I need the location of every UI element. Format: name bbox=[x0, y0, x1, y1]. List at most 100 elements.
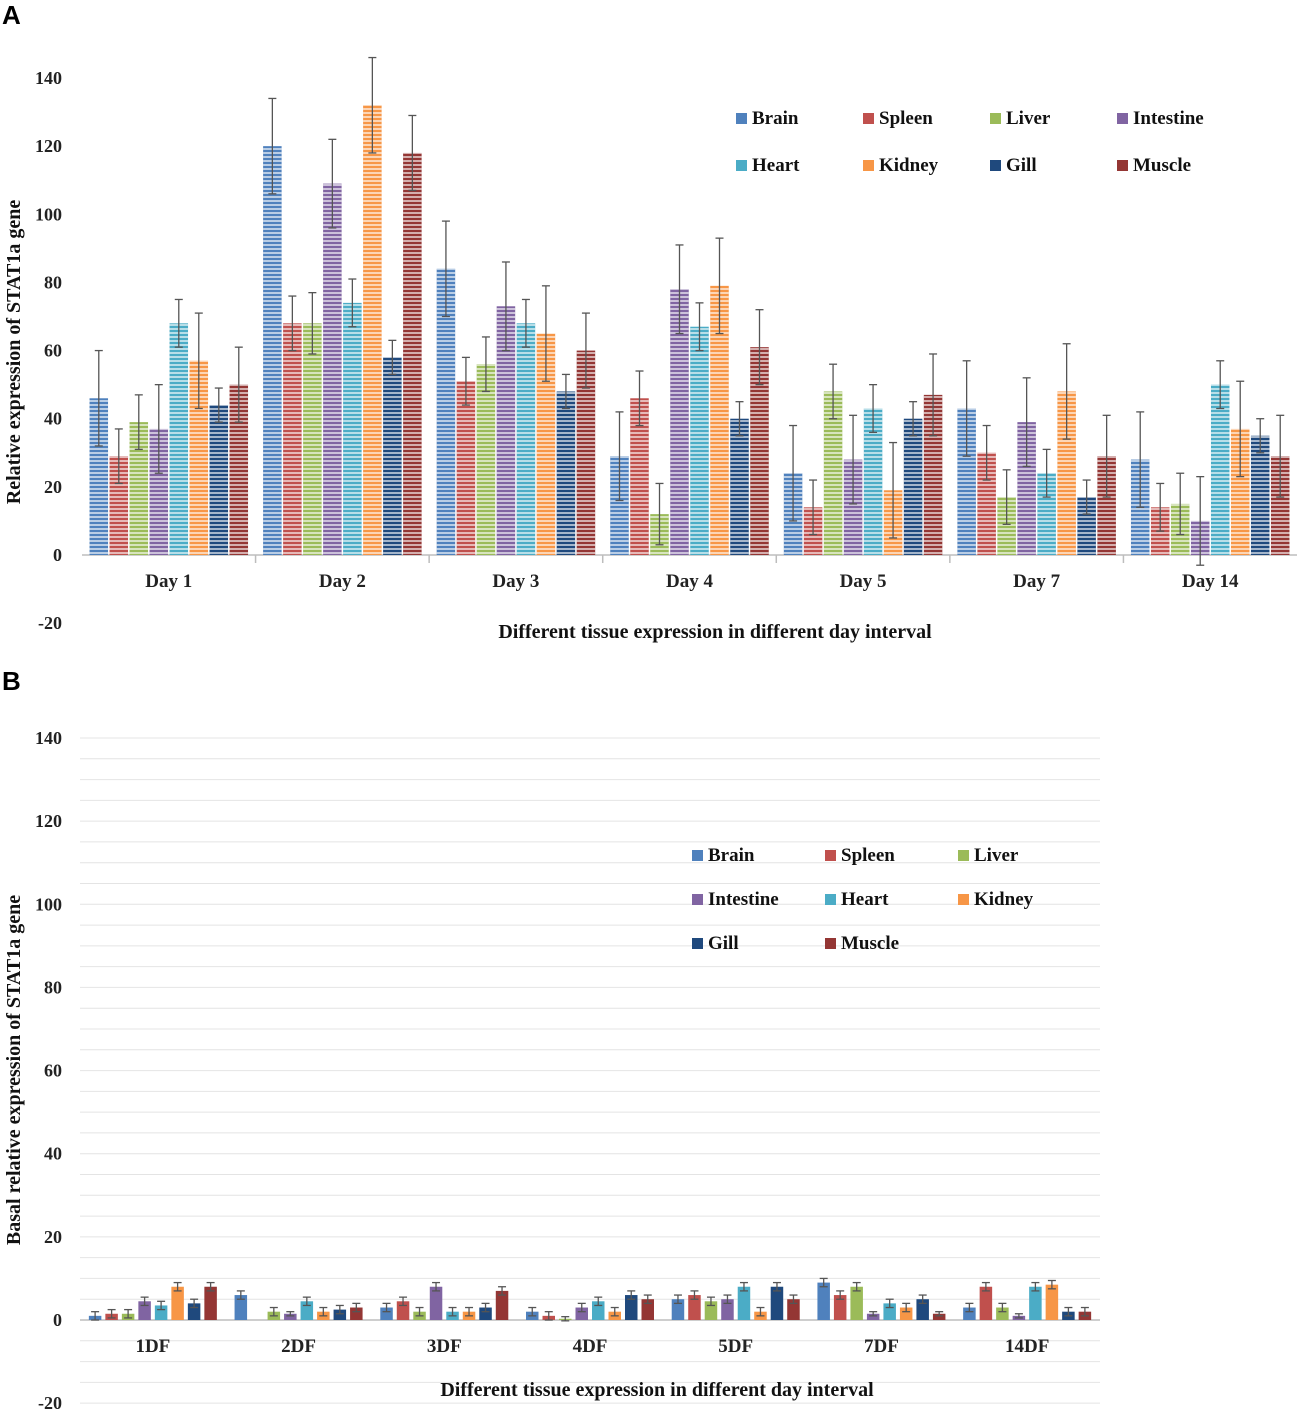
y-tick-label: 120 bbox=[35, 136, 62, 156]
panel-b-xlabel: Different tissue expression in different… bbox=[440, 1379, 874, 1401]
y-tick-label: 20 bbox=[44, 477, 62, 497]
bar-texture bbox=[169, 323, 189, 555]
panel-b-ylabel: Basal relative expression of STAT1a gene bbox=[3, 895, 25, 1245]
bar-liver-14df bbox=[996, 1307, 1009, 1320]
bar-texture bbox=[1017, 422, 1036, 555]
bar-brain-5df bbox=[671, 1299, 685, 1320]
y-tick-label: 40 bbox=[44, 1144, 62, 1164]
bar-liver-7df bbox=[850, 1286, 863, 1320]
bar-texture bbox=[977, 452, 996, 555]
legend-label-intestine: Intestine bbox=[1133, 108, 1204, 129]
bar-gill-7df bbox=[916, 1299, 929, 1320]
bar-texture bbox=[670, 289, 689, 555]
panel-a-letter: A bbox=[2, 0, 21, 30]
legend-swatch-intestine bbox=[1117, 113, 1128, 124]
bar-texture bbox=[1270, 456, 1290, 555]
x-tick-label-4df: 4DF bbox=[573, 1336, 608, 1357]
y-tick-label: 60 bbox=[44, 1061, 62, 1081]
bar-texture bbox=[363, 105, 382, 555]
y-tick-label: 20 bbox=[44, 1227, 62, 1247]
panel-a-xlabel: Different tissue expression in different… bbox=[498, 621, 932, 643]
x-tick-label-day-14: Day 14 bbox=[1182, 571, 1239, 592]
bar-intestine-5df bbox=[721, 1299, 734, 1320]
legend-swatch-gill bbox=[692, 938, 703, 949]
bar-texture bbox=[323, 183, 342, 555]
x-tick-label-day-4: Day 4 bbox=[666, 571, 713, 592]
bar-brain-7df bbox=[817, 1282, 830, 1320]
x-tick-label-day-3: Day 3 bbox=[492, 571, 539, 592]
bar-texture bbox=[690, 326, 709, 555]
bar-intestine-3df bbox=[429, 1286, 443, 1320]
bar-texture bbox=[863, 408, 883, 555]
bar-muscle-2df bbox=[350, 1307, 363, 1320]
legend-label-heart: Heart bbox=[841, 889, 889, 910]
x-tick-label-day-7: Day 7 bbox=[1013, 571, 1060, 592]
legend-label-muscle: Muscle bbox=[1133, 155, 1191, 176]
bar-texture bbox=[303, 323, 322, 555]
bar-texture bbox=[750, 347, 769, 555]
legend-swatch-brain bbox=[692, 850, 703, 861]
legend-label-liver: Liver bbox=[1006, 108, 1051, 129]
bar-intestine-7df bbox=[866, 1313, 880, 1320]
bar-texture bbox=[496, 306, 516, 555]
x-tick-label-1df: 1DF bbox=[135, 1336, 170, 1357]
bar-texture bbox=[1250, 435, 1270, 555]
bar-muscle-4df bbox=[641, 1299, 654, 1320]
bar-texture bbox=[343, 302, 362, 555]
x-tick-label-3df: 3DF bbox=[427, 1336, 462, 1357]
panel-b-chart: -20 0 20 40 60 80 100 120 140 1DF 2DF 3DF 4DF 5DF 7DF 1… bbox=[35, 728, 1100, 1413]
bar-texture bbox=[89, 398, 109, 555]
panel-b-legend: Brain Spleen Liver Intestine Heart Kidney Gill… bbox=[692, 845, 1034, 954]
bar-gill-5df bbox=[770, 1286, 784, 1320]
bar-texture bbox=[1210, 384, 1230, 555]
y-tick-label: 100 bbox=[35, 894, 62, 914]
panel-b-letter: B bbox=[2, 666, 21, 696]
legend-swatch-gill bbox=[990, 160, 1001, 171]
bar-texture bbox=[730, 418, 749, 555]
y-tick-label: 140 bbox=[35, 728, 62, 748]
bar-texture bbox=[923, 394, 943, 555]
bar-texture bbox=[129, 422, 149, 555]
bar-texture bbox=[1037, 473, 1056, 555]
legend-label-heart: Heart bbox=[752, 155, 800, 176]
x-tick-label-14df: 14DF bbox=[1005, 1336, 1049, 1357]
bar-texture bbox=[556, 391, 576, 555]
bar-heart-5df bbox=[737, 1286, 751, 1320]
bar-gill-4df bbox=[625, 1295, 638, 1320]
bar-texture bbox=[283, 323, 302, 555]
legend-label-muscle: Muscle bbox=[841, 933, 899, 954]
bar-texture bbox=[903, 418, 923, 555]
bar-spleen-14df bbox=[979, 1286, 993, 1320]
bar-texture bbox=[263, 146, 282, 555]
x-tick-label-7df: 7DF bbox=[864, 1336, 899, 1357]
legend-swatch-spleen bbox=[863, 113, 874, 124]
bar-muscle-7df bbox=[932, 1313, 946, 1320]
bar-texture bbox=[630, 398, 649, 555]
bar-kidney-14df bbox=[1045, 1284, 1059, 1320]
bar-texture bbox=[576, 350, 596, 555]
bar-kidney-1df bbox=[171, 1286, 184, 1320]
legend-label-gill: Gill bbox=[708, 933, 739, 954]
y-tick-label: 60 bbox=[44, 341, 62, 361]
bar-texture bbox=[149, 428, 169, 555]
x-tick-label-2df: 2DF bbox=[281, 1336, 316, 1357]
legend-swatch-intestine bbox=[692, 894, 703, 905]
bar-spleen-5df bbox=[688, 1295, 701, 1320]
legend-swatch-muscle bbox=[1117, 160, 1128, 171]
bar-texture bbox=[536, 333, 556, 555]
legend-swatch-spleen bbox=[825, 850, 836, 861]
legend-label-intestine: Intestine bbox=[708, 889, 779, 910]
bar-texture bbox=[209, 405, 229, 555]
y-tick-label: 80 bbox=[44, 272, 62, 292]
bar-texture bbox=[229, 384, 249, 555]
y-tick-label: -20 bbox=[38, 613, 62, 633]
legend-label-spleen: Spleen bbox=[841, 845, 895, 866]
y-tick-label: 80 bbox=[44, 977, 62, 997]
y-tick-label: 0 bbox=[53, 545, 62, 565]
y-tick-label: 100 bbox=[35, 204, 62, 224]
x-tick-label-day-2: Day 2 bbox=[319, 571, 366, 592]
bar-texture bbox=[843, 459, 863, 555]
legend-label-kidney: Kidney bbox=[879, 155, 939, 176]
legend-swatch-heart bbox=[825, 894, 836, 905]
